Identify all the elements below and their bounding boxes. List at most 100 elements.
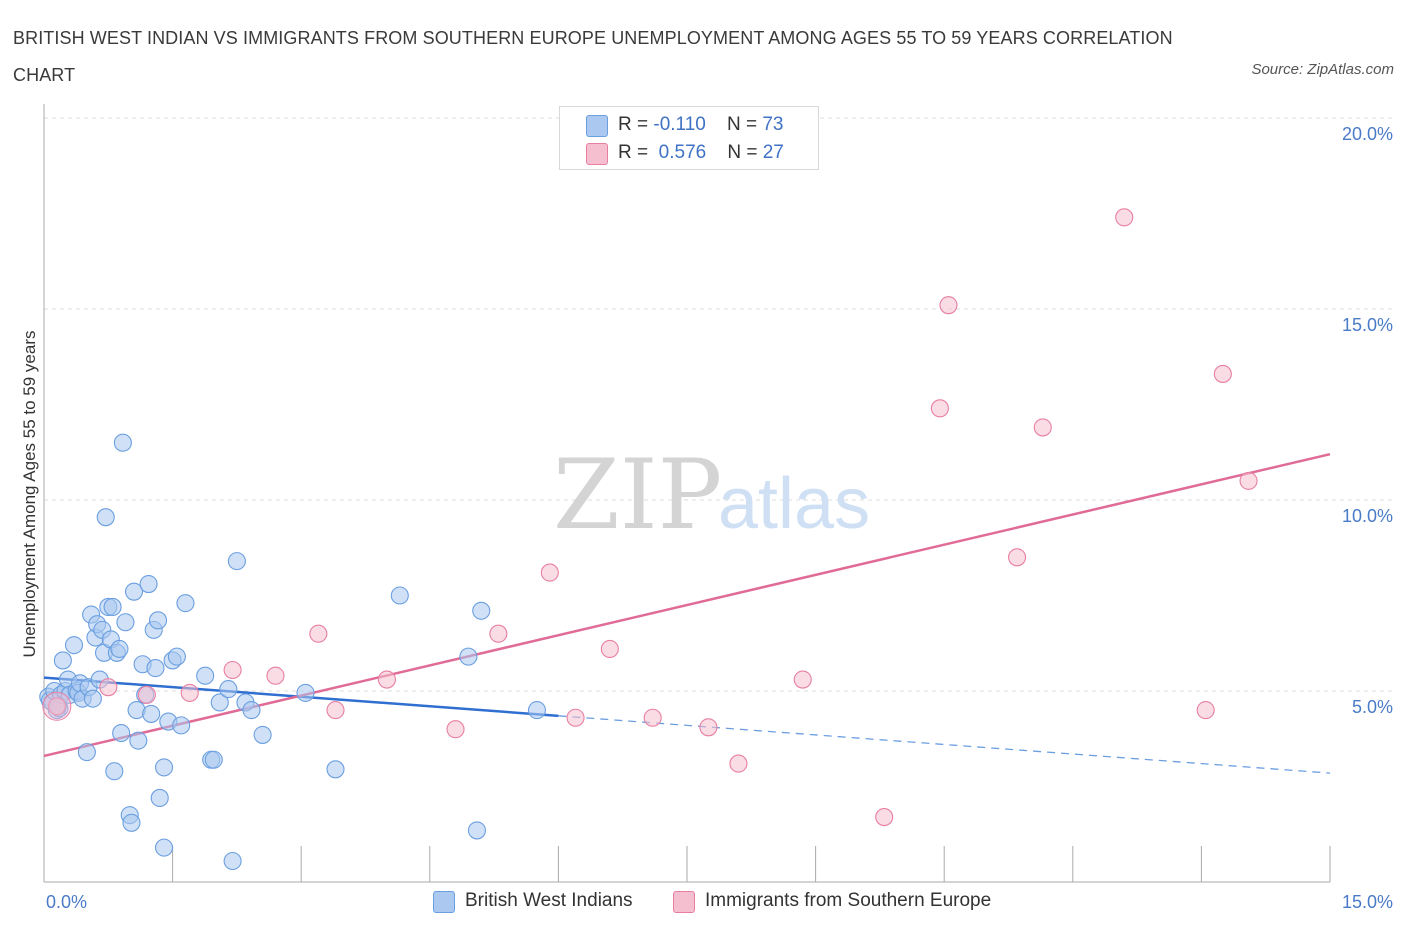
n-value: 27 [762, 142, 784, 163]
point-british-west-indians [467, 821, 487, 840]
point-southern-europe [489, 624, 508, 643]
chart-title: BRITISH WEST INDIAN VS IMMIGRANTS FROM S… [13, 28, 1173, 85]
watermark: ZIP atlas [553, 439, 870, 551]
point-british-west-indians [139, 574, 158, 594]
point-british-west-indians [223, 851, 242, 871]
point-british-west-indians [96, 508, 115, 527]
point-southern-europe [99, 678, 118, 697]
watermark-atlas: atlas [718, 464, 870, 544]
trend-line-extension-british-west-indians [558, 715, 1331, 774]
data-points [39, 208, 1258, 871]
y-tick-label: 15.0% [1342, 315, 1393, 335]
point-british-west-indians [210, 693, 229, 712]
point-southern-europe [540, 563, 559, 582]
point-british-west-indians [113, 433, 132, 452]
point-southern-europe [600, 639, 619, 659]
point-southern-europe [326, 701, 345, 720]
point-british-west-indians [219, 680, 238, 699]
point-british-west-indians [390, 586, 409, 605]
point-southern-europe [137, 685, 156, 704]
r-label: R = [618, 142, 654, 163]
point-british-west-indians [472, 601, 491, 620]
point-british-west-indians [146, 659, 165, 678]
point-southern-europe-cluster [42, 691, 72, 721]
point-southern-europe [223, 660, 242, 680]
y-tick-label: 20.0% [1342, 124, 1393, 144]
point-southern-europe [566, 708, 585, 727]
point-british-west-indians [129, 731, 148, 750]
point-southern-europe [309, 624, 328, 643]
point-southern-europe [47, 697, 66, 716]
r-value: 0.576 [658, 142, 707, 163]
legend-swatch-blue [433, 891, 455, 913]
point-southern-europe [793, 670, 812, 689]
point-southern-europe [1239, 471, 1258, 490]
point-british-west-indians [167, 647, 186, 666]
y-axis-title: Unemployment Among Ages 55 to 59 years [20, 331, 39, 658]
point-southern-europe [1213, 364, 1232, 383]
point-southern-europe [446, 720, 465, 739]
legend-swatch-pink [586, 143, 608, 165]
point-british-west-indians [116, 613, 135, 632]
n-value: 73 [762, 114, 784, 135]
watermark-zip: ZIP [553, 439, 722, 551]
n-label: N = [727, 142, 763, 163]
point-british-west-indians [227, 552, 246, 571]
point-southern-europe [266, 666, 285, 685]
y-tick-labels: 5.0% 10.0% 15.0% 20.0% [1342, 124, 1393, 717]
point-southern-europe [377, 670, 396, 689]
point-british-west-indians [122, 813, 141, 832]
point-southern-europe [875, 808, 894, 827]
point-british-west-indians [154, 758, 174, 777]
source-label: Source: ZipAtlas.com [1251, 61, 1394, 78]
point-british-west-indians [326, 760, 345, 779]
point-british-west-indians [110, 639, 129, 659]
point-southern-europe [1033, 418, 1052, 437]
point-british-west-indians [459, 647, 478, 666]
n-label: N = [726, 114, 763, 135]
point-british-west-indians [196, 666, 215, 685]
point-southern-europe [180, 683, 199, 702]
stats-legend: R = -0.110 N = 73 R = 0.576 N = 27 [559, 106, 819, 170]
x-ticks [172, 846, 1331, 882]
point-southern-europe [699, 718, 718, 737]
point-british-west-indians [105, 762, 124, 781]
point-british-west-indians [142, 704, 161, 723]
x-tick-label-min: 0.0% [46, 892, 87, 912]
point-southern-europe [1008, 548, 1027, 567]
point-southern-europe [1115, 208, 1134, 227]
x-tick-label-max: 15.0% [1342, 892, 1393, 912]
point-british-west-indians [253, 725, 272, 744]
legend-swatch-blue [586, 115, 608, 137]
point-british-west-indians [64, 636, 84, 655]
y-tick-label: 10.0% [1342, 506, 1393, 526]
legend-swatch-pink [673, 891, 695, 913]
legend-label: Immigrants from Southern Europe [705, 890, 992, 911]
point-british-west-indians [296, 683, 315, 702]
gridlines [44, 117, 1394, 692]
point-british-west-indians [53, 651, 72, 670]
point-british-west-indians [154, 838, 174, 857]
point-southern-europe [643, 708, 662, 727]
r-label: R = [618, 114, 654, 135]
point-british-west-indians [103, 597, 122, 617]
legend-label: British West Indians [465, 890, 633, 911]
point-british-west-indians [204, 750, 223, 769]
point-british-west-indians [112, 723, 131, 743]
point-british-west-indians [172, 716, 191, 735]
point-british-west-indians [242, 701, 261, 720]
point-southern-europe [729, 754, 748, 773]
point-southern-europe [1196, 701, 1215, 720]
r-value: -0.110 [653, 114, 706, 135]
point-southern-europe [939, 296, 958, 315]
point-british-west-indians [148, 611, 168, 630]
point-british-west-indians [150, 788, 169, 808]
point-british-west-indians [83, 689, 102, 708]
point-british-west-indians [124, 582, 144, 601]
y-tick-label: 5.0% [1352, 697, 1393, 717]
point-british-west-indians [527, 701, 547, 720]
point-british-west-indians [77, 743, 96, 762]
point-british-west-indians [176, 594, 195, 613]
point-southern-europe [930, 399, 949, 418]
